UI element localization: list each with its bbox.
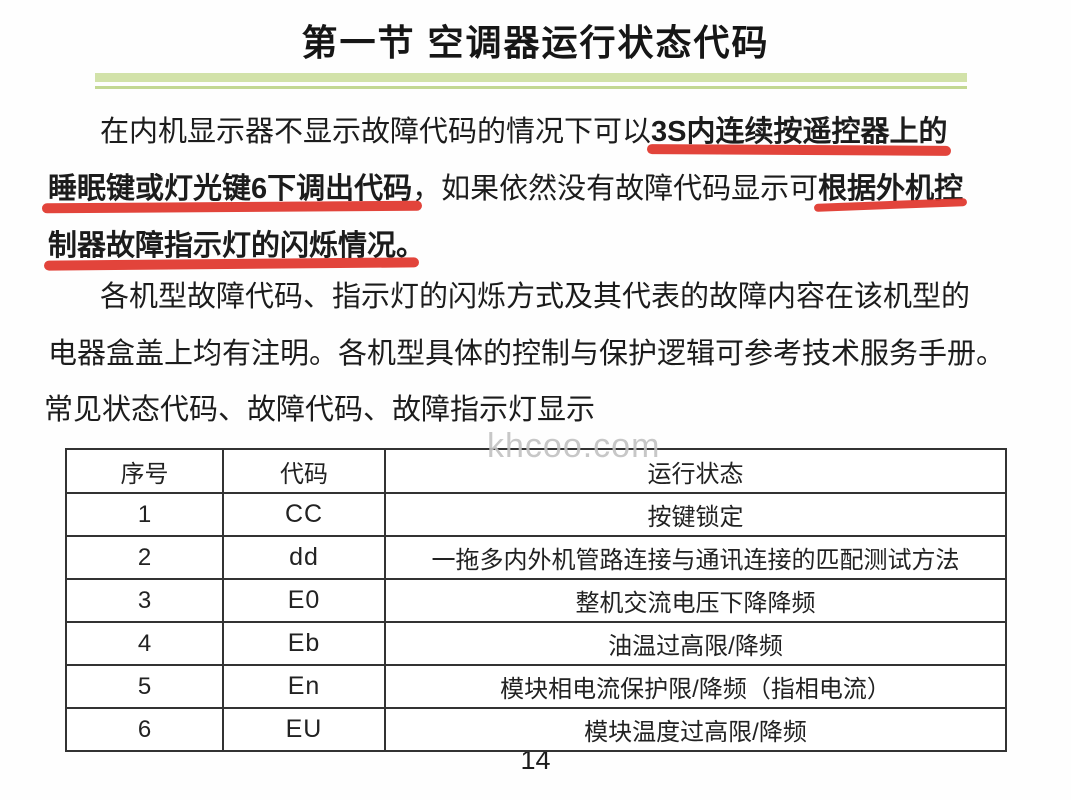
red-underlined-text: 根据外机控: [818, 173, 964, 205]
slide-title: 第一节 空调器运行状态代码: [301, 22, 770, 63]
title-divider-band: [95, 73, 967, 82]
cell-status: 油温过高限/降频: [384, 621, 1007, 666]
red-underlined-text: 制器故障指示灯的闪烁情况。: [48, 230, 426, 262]
cell-index: 3: [65, 578, 224, 623]
text-line: 制器故障指示灯的闪烁情况。: [48, 218, 1033, 275]
table-row: 6 EU 模块温度过高限/降频: [65, 707, 1007, 752]
table-row: 4 Eb 油温过高限/降频: [65, 621, 1007, 666]
table-row: 5 En 模块相电流保护限/降频（指相电流）: [65, 664, 1007, 709]
cell-status: 整机交流电压下降降频: [384, 578, 1007, 623]
body-paragraph: 各机型故障代码、指示灯的闪烁方式及其代表的故障内容在该机型的 电器盒盖上均有注明…: [48, 269, 1033, 383]
table-row: 1 CC 按键锁定: [65, 492, 1007, 537]
cell-code: CC: [222, 492, 386, 537]
cell-index: 6: [65, 707, 224, 752]
red-underlined-text: 3S内连续按遥控器上的: [651, 116, 948, 148]
header-index: 序号: [65, 448, 224, 494]
cell-index: 5: [65, 664, 224, 709]
header-code: 代码: [222, 448, 386, 494]
text-line: 电器盒盖上均有注明。各机型具体的控制与保护逻辑可参考技术服务手册。: [48, 338, 1006, 370]
table-caption: 常见状态代码、故障代码、故障指示灯显示: [44, 394, 596, 426]
text-line: 睡眠键或灯光键6下调出代码，如果依然没有故障代码显示可根据外机控: [48, 161, 1033, 218]
table-row: 2 dd 一拖多内外机管路连接与通讯连接的匹配测试方法: [65, 535, 1007, 580]
intro-paragraph: 在内机显示器不显示故障代码的情况下可以3S内连续按遥控器上的 睡眠键或灯光键6下…: [48, 104, 1033, 275]
intro-line1-text: 在内机显示器不显示故障代码的情况下可以: [100, 116, 652, 148]
text-line: 在内机显示器不显示故障代码的情况下可以3S内连续按遥控器上的: [48, 104, 1033, 161]
cell-code: dd: [222, 535, 386, 580]
header-status: 运行状态: [384, 448, 1007, 494]
status-code-table: 序号 代码 运行状态 1 CC 按键锁定 2 dd 一拖多内外机管路连接与通讯连…: [65, 448, 1007, 752]
cell-code: E0: [222, 578, 386, 623]
title-divider-line: [95, 86, 967, 89]
intro-line2-text: ，如果依然没有故障代码显示可: [412, 173, 819, 205]
red-underlined-text: 睡眠键或灯光键6下调出代码: [48, 173, 413, 205]
table-row: 3 E0 整机交流电压下降降频: [65, 578, 1007, 623]
cell-code: Eb: [222, 621, 386, 666]
cell-code: En: [222, 664, 386, 709]
cell-index: 1: [65, 492, 224, 537]
cell-index: 2: [65, 535, 224, 580]
cell-status: 一拖多内外机管路连接与通讯连接的匹配测试方法: [384, 535, 1007, 580]
cell-index: 4: [65, 621, 224, 666]
cell-code: EU: [222, 707, 386, 752]
table-header-row: 序号 代码 运行状态: [65, 448, 1007, 494]
cell-status: 模块相电流保护限/降频（指相电流）: [384, 664, 1007, 709]
cell-status: 模块温度过高限/降频: [384, 707, 1007, 752]
cell-status: 按键锁定: [384, 492, 1007, 537]
text-line: 各机型故障代码、指示灯的闪烁方式及其代表的故障内容在该机型的: [100, 281, 971, 313]
watermark: khcoo.com: [487, 427, 661, 465]
